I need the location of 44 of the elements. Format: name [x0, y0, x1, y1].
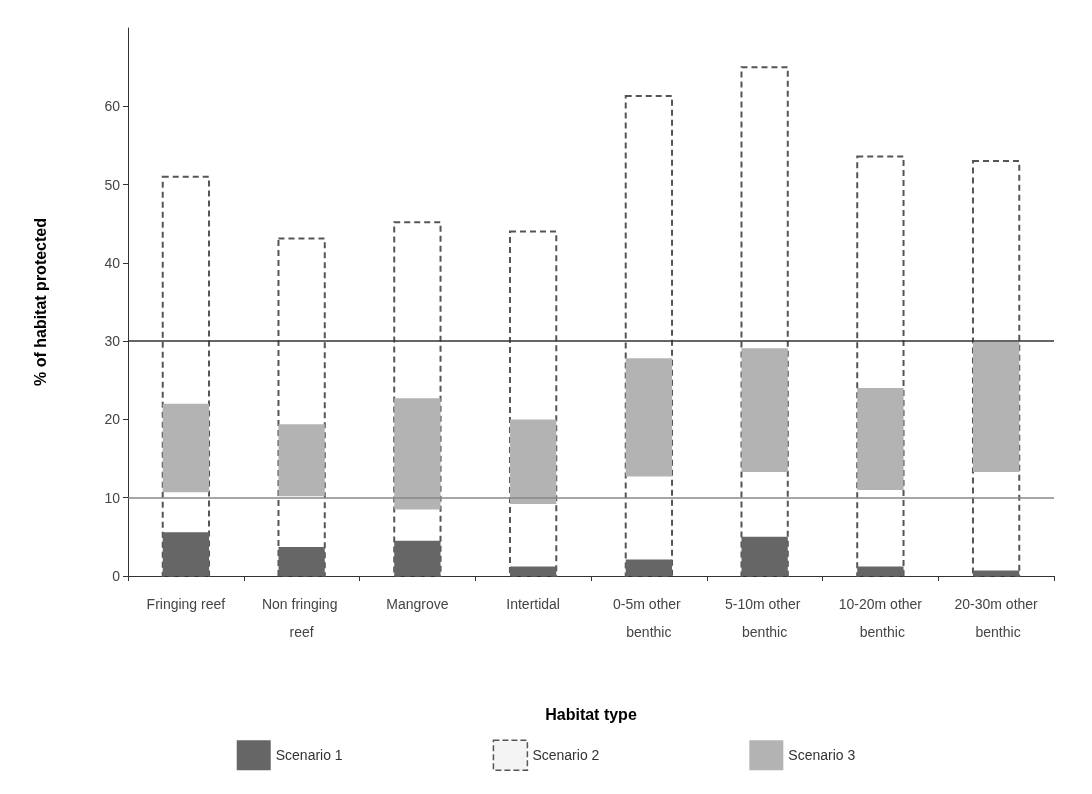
bar [971, 160, 1021, 577]
bar [741, 536, 788, 576]
bar [625, 559, 673, 576]
bar [509, 419, 557, 504]
bar [857, 566, 904, 576]
bar [740, 66, 789, 577]
bar [278, 424, 325, 497]
legend-label: Scenario 3 [788, 747, 856, 764]
y-tick-label: 10 [104, 489, 121, 506]
x-tick-label: Fringing reef [146, 596, 226, 612]
bar [162, 532, 210, 576]
y-tick-label: 50 [104, 176, 121, 193]
x-tick-label: 0-5m other benthic [613, 596, 685, 640]
bar [161, 175, 211, 577]
bar [856, 155, 905, 577]
x-tick-label: 5-10m other benthic [724, 596, 805, 640]
bar [394, 540, 441, 576]
y-tick-label: 20 [104, 411, 121, 428]
legend-label: Scenario 1 [275, 747, 343, 764]
y-tick-label: 60 [104, 98, 121, 115]
y-tick-label: 0 [112, 568, 121, 584]
bar [625, 358, 673, 477]
bar [857, 388, 904, 490]
bar [277, 237, 326, 577]
x-axis-title: Habitat type [545, 705, 637, 723]
bar [972, 341, 1020, 472]
bar [624, 95, 674, 577]
y-axis-title: % of habitat protected [31, 217, 49, 387]
y-tick-label: 40 [104, 254, 121, 271]
x-tick-label: Mangrove [386, 596, 449, 612]
bar [972, 570, 1020, 576]
x-tick-label: 20-30m other benthic [954, 596, 1039, 640]
bar [162, 403, 210, 493]
bar [509, 566, 557, 576]
bar [394, 398, 441, 510]
bar [508, 230, 558, 577]
legend-label: Scenario 2 [532, 747, 600, 764]
x-tick-label: 10-20m other benthic [838, 596, 923, 640]
bar [741, 348, 788, 472]
x-tick-label: Non fringing reef [261, 596, 342, 640]
y-tick-label: 30 [104, 333, 121, 350]
bar [393, 221, 442, 577]
x-tick-label: Intertidal [506, 596, 560, 612]
bar [278, 547, 325, 576]
